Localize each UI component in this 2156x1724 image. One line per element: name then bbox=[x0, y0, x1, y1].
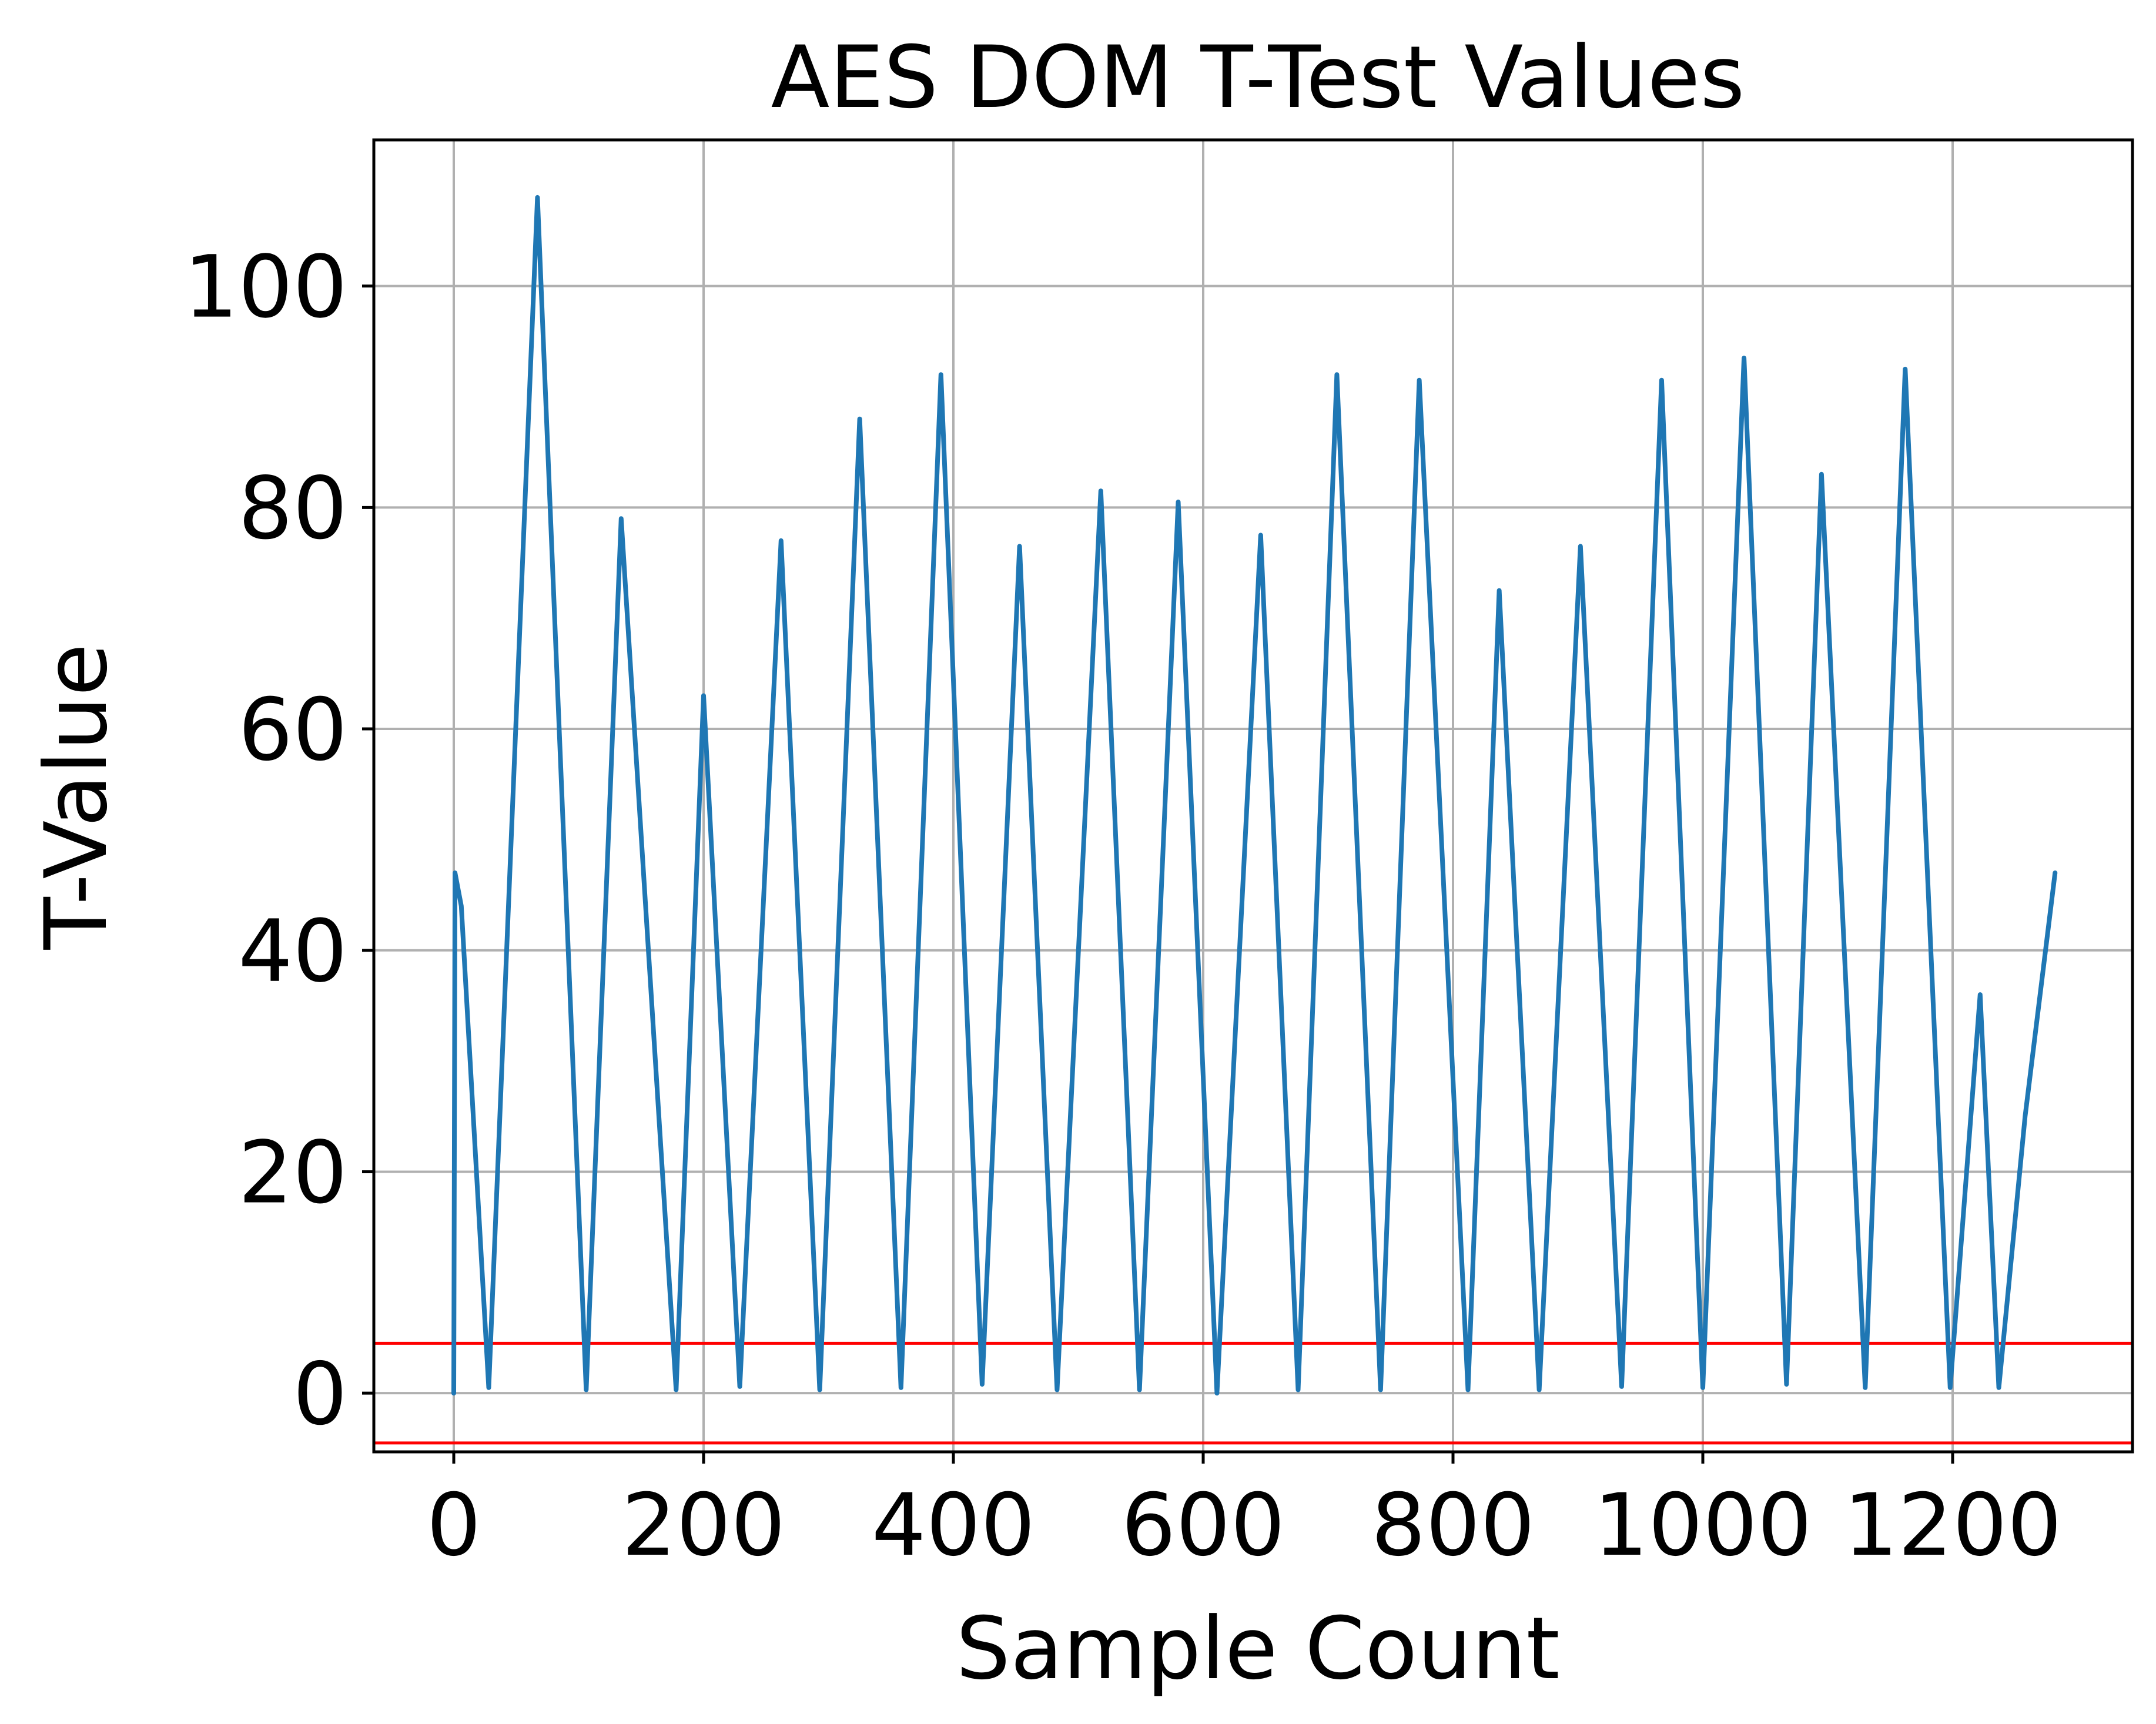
x-tick-label: 0 bbox=[427, 1475, 481, 1575]
chart-title: AES DOM T-Test Values bbox=[771, 28, 1745, 128]
x-tick-label: 1000 bbox=[1593, 1475, 1812, 1575]
y-axis-label: T-Value bbox=[26, 644, 126, 950]
series-line bbox=[451, 195, 2058, 1396]
plot-frame bbox=[372, 138, 2134, 1454]
y-tick-label: 40 bbox=[238, 902, 347, 1002]
y-tick-label: 100 bbox=[183, 237, 347, 337]
y-tick-label: 80 bbox=[238, 458, 347, 558]
x-axis-label: Sample Count bbox=[956, 1599, 1559, 1699]
y-tick-label: 0 bbox=[293, 1344, 347, 1444]
x-tick-label: 600 bbox=[1121, 1475, 1285, 1575]
ticks: 0 200 400 600 800 1000 1200 0 20 40 60 80 100 bbox=[183, 237, 2061, 1575]
threshold-lines bbox=[374, 1341, 2132, 1445]
x-tick-label: 1200 bbox=[1843, 1475, 2062, 1575]
x-tick-label: 200 bbox=[622, 1475, 786, 1575]
x-tick-label: 400 bbox=[872, 1475, 1036, 1575]
x-tick-label: 800 bbox=[1371, 1475, 1535, 1575]
y-tick-label: 20 bbox=[238, 1123, 347, 1223]
series-layer bbox=[451, 195, 2058, 1396]
y-tick-label: 60 bbox=[238, 680, 347, 780]
